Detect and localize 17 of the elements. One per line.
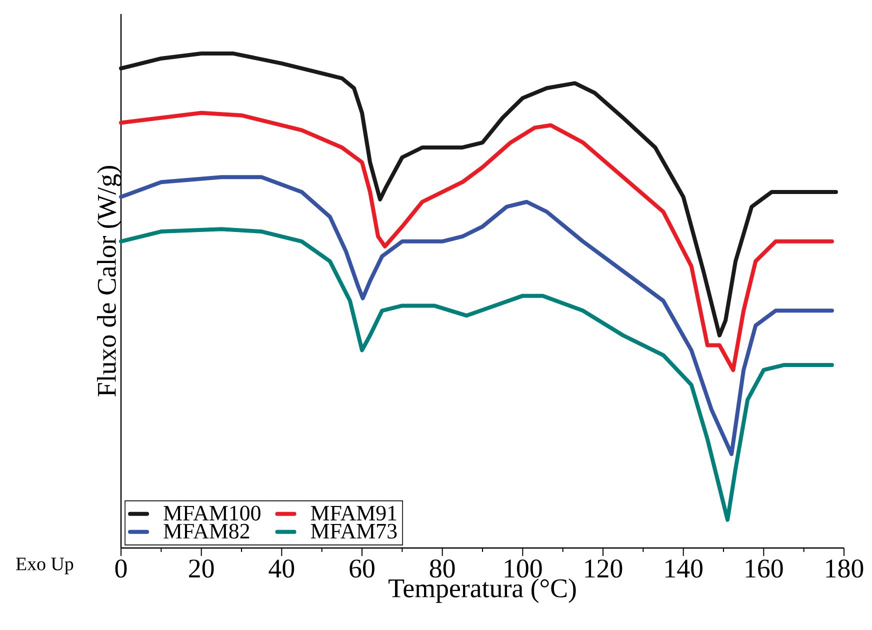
x-tick-label: 140 [666, 560, 702, 578]
text: Exo Up [16, 558, 74, 574]
legend-label: MFAM91 [310, 506, 396, 521]
x-tick-label: 80 [430, 560, 455, 578]
y-axis-title: Fluxo de Calor (W/g) [97, 166, 122, 396]
x-axis-title: Temperatura (°C) [388, 578, 576, 603]
x-tick-label: 0 [115, 560, 127, 578]
x-tick-label: 20 [189, 560, 214, 578]
x-tick-label: 160 [746, 560, 783, 578]
x-tick-label: 60 [350, 560, 374, 578]
legend-label: MFAM73 [310, 524, 397, 539]
x-tick-label: 180 [826, 560, 864, 578]
x-tick-label: 120 [585, 560, 622, 578]
legend-label: MFAM100 [164, 506, 260, 521]
legend-label: MFAM82 [164, 524, 250, 539]
x-tick-label: 40 [268, 560, 294, 578]
x-tick-label: 100 [504, 560, 542, 578]
